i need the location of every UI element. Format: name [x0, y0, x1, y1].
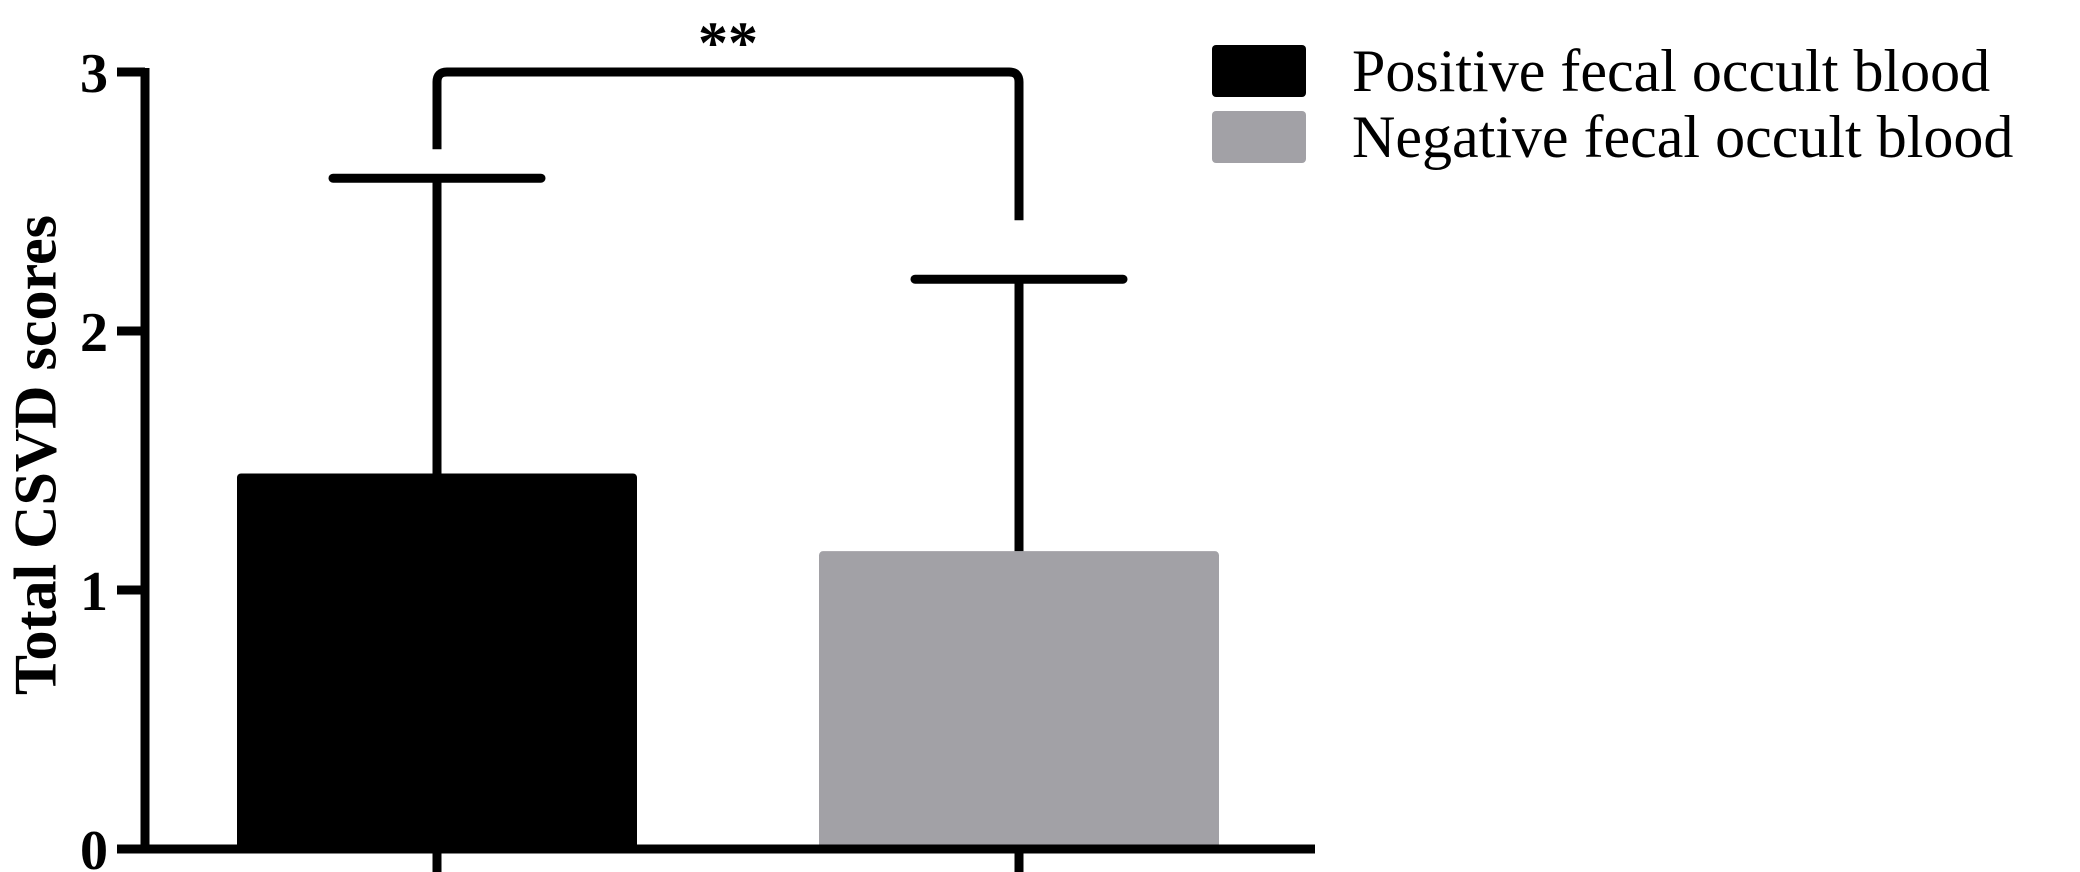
legend-item-negative: Negative fecal occult blood	[1212, 104, 2014, 170]
significance-bracket	[432, 67, 1024, 221]
y-tick-label-2: 2	[80, 302, 108, 364]
bar-1	[819, 551, 1219, 849]
significance-label: **	[698, 10, 758, 76]
y-tick-label-3: 3	[80, 43, 108, 105]
y-tick-label-0: 0	[80, 820, 108, 872]
legend-swatch-negative	[1212, 111, 1306, 163]
legend-swatch-positive	[1212, 45, 1306, 97]
legend-label-positive: Positive fecal occult blood	[1352, 38, 1991, 104]
plot-area: 0 1 2 3 **	[80, 10, 1315, 872]
y-axis-label: Total CSVD scores	[2, 214, 69, 696]
bar-0	[237, 473, 637, 849]
legend-label-negative: Negative fecal occult blood	[1352, 104, 2014, 170]
y-tick-label-1: 1	[80, 561, 108, 623]
legend: Positive fecal occult blood Negative fec…	[1212, 38, 2014, 170]
legend-item-positive: Positive fecal occult blood	[1212, 38, 2013, 104]
